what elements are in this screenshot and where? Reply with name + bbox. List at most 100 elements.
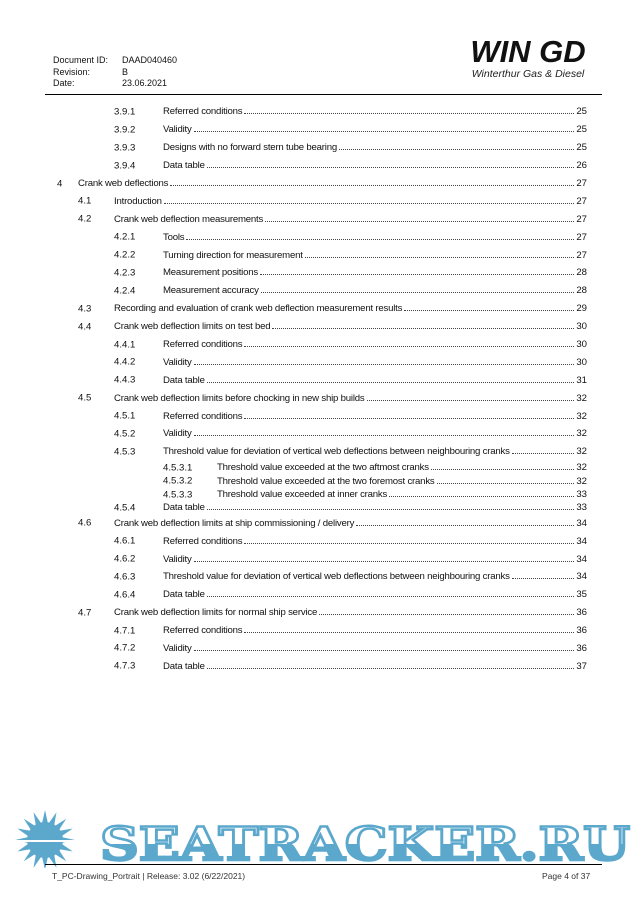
- toc-entry[interactable]: 4.6.2 Validity 34: [0, 550, 642, 568]
- toc-page: 31: [576, 374, 587, 386]
- footer-divider: [45, 864, 602, 865]
- toc-entry-text: Crank web deflection limits at ship comm…: [114, 518, 587, 529]
- logo-tagline: Winterthur Gas & Diesel: [471, 68, 585, 80]
- document-id: DAAD040460: [122, 55, 178, 65]
- toc-number: 4.4.1: [114, 339, 136, 351]
- toc-entry-text: Data table 37: [163, 661, 587, 672]
- toc-entry[interactable]: 4.4.2 Validity 30: [0, 353, 642, 371]
- toc-number: 4.3: [78, 303, 92, 315]
- toc-entry[interactable]: 4.7.1 Referred conditions 36: [0, 622, 642, 640]
- toc-entry[interactable]: 4 Crank web deflections 27: [0, 175, 642, 193]
- toc-entry[interactable]: 4.5.3 Threshold value for deviation of v…: [0, 443, 642, 461]
- toc-entry-text: Crank web deflections 27: [78, 178, 587, 189]
- toc-entry[interactable]: 4.5 Crank web deflection limits before c…: [0, 389, 642, 407]
- toc-entry-text: Tools 27: [163, 232, 587, 243]
- sun-ray: [17, 828, 32, 837]
- toc-entry[interactable]: 4.6.4 Data table 35: [0, 586, 642, 604]
- sun-ray: [23, 818, 37, 832]
- sun-ray: [41, 855, 49, 868]
- toc-entry-text: Crank web deflection limits for normal s…: [114, 607, 587, 618]
- toc-entry[interactable]: 4.5.3.1 Threshold value exceeded at the …: [0, 461, 642, 475]
- toc-number: 4.2.3: [114, 267, 136, 279]
- toc-page: 37: [576, 660, 587, 672]
- sun-ray: [23, 848, 37, 862]
- toc-entry-text: Threshold value for deviation of vertica…: [163, 446, 587, 457]
- toc-entry[interactable]: 4.2.3 Measurement positions 28: [0, 264, 642, 282]
- toc-page: 25: [576, 106, 587, 118]
- toc-leader: [430, 469, 575, 471]
- toc-entry[interactable]: 4.2 Crank web deflection measurements 27: [0, 210, 642, 228]
- toc-entry-text: Referred conditions 32: [163, 411, 587, 422]
- toc-title: Data table: [163, 589, 205, 601]
- toc-entry[interactable]: 4.5.1 Referred conditions 32: [0, 407, 642, 425]
- toc-title: Validity: [163, 428, 192, 440]
- toc-entry-text: Validity 30: [163, 357, 587, 368]
- toc-entry[interactable]: 3.9.3 Designs with no forward stern tube…: [0, 139, 642, 157]
- toc-leader: [193, 560, 575, 562]
- toc-entry[interactable]: 4.7.3 Data table 37: [0, 657, 642, 675]
- toc-number: 4.4.3: [114, 374, 136, 386]
- toc-entry-text: Data table 31: [163, 375, 587, 386]
- toc-page: 26: [576, 160, 587, 172]
- sun-ray: [53, 848, 67, 862]
- toc-page: 33: [576, 502, 587, 514]
- toc-title: Referred conditions: [163, 410, 243, 422]
- toc-entry[interactable]: 4.2.1 Tools 27: [0, 228, 642, 246]
- toc-entry[interactable]: 4.4.3 Data table 31: [0, 371, 642, 389]
- toc-number: 4.6.3: [114, 571, 136, 583]
- sun-ray: [41, 810, 49, 825]
- toc-entry[interactable]: 4.5.2 Validity 32: [0, 425, 642, 443]
- toc-entry[interactable]: 4.5.3.3 Threshold value exceeded at inne…: [0, 488, 642, 502]
- toc-title: Data table: [163, 502, 205, 514]
- toc-title: Recording and evaluation of crank web de…: [114, 303, 403, 315]
- toc-entry[interactable]: 4.1 Introduction 27: [0, 192, 642, 210]
- watermark-text: SEATRACKER.RU: [100, 817, 630, 868]
- toc-entry[interactable]: 4.4 Crank web deflection limits on test …: [0, 318, 642, 336]
- toc-number: 4.7.2: [114, 642, 136, 654]
- toc-entry[interactable]: 4.7 Crank web deflection limits for norm…: [0, 604, 642, 622]
- toc-number: 4.5: [78, 392, 92, 404]
- toc-entry[interactable]: 4.6.1 Referred conditions 34: [0, 532, 642, 550]
- toc-title: Threshold value exceeded at the two fore…: [217, 475, 435, 487]
- toc-entry-text: Threshold value for deviation of vertica…: [163, 571, 587, 582]
- toc-entry[interactable]: 4.6 Crank web deflection limits at ship …: [0, 514, 642, 532]
- toc-title: Data table: [163, 374, 205, 386]
- toc-title: Validity: [163, 553, 192, 565]
- toc-entry[interactable]: 3.9.2 Validity 25: [0, 121, 642, 139]
- table-of-contents: 3.9.1 Referred conditions 25 3.9.2 Validit…: [0, 103, 642, 675]
- toc-page: 27: [576, 195, 587, 207]
- toc-entry[interactable]: 3.9.1 Referred conditions 25: [0, 103, 642, 121]
- toc-page: 34: [576, 571, 587, 583]
- toc-page: 32: [576, 428, 587, 440]
- toc-page: 30: [576, 321, 587, 333]
- toc-entry[interactable]: 4.5.4 Data table 33: [0, 501, 642, 514]
- wingd-logo: WIN GD Winterthur Gas & Diesel: [458, 36, 598, 81]
- toc-entry[interactable]: 4.2.2 Turning direction for measurement 2…: [0, 246, 642, 264]
- toc-entry[interactable]: 4.7.2 Validity 36: [0, 640, 642, 658]
- toc-entry[interactable]: 4.6.3 Threshold value for deviation of v…: [0, 568, 642, 586]
- toc-number: 4.6: [78, 517, 92, 529]
- toc-leader: [193, 363, 575, 365]
- toc-entry[interactable]: 3.9.4 Data table 26: [0, 157, 642, 175]
- toc-entry[interactable]: 4.2.4 Measurement accuracy 28: [0, 282, 642, 300]
- toc-entry-text: Data table 35: [163, 589, 587, 600]
- document-id-label: Document ID:: [53, 55, 109, 65]
- toc-leader: [366, 399, 575, 401]
- toc-leader: [244, 113, 575, 115]
- toc-page: 32: [576, 462, 587, 474]
- toc-page: 34: [576, 517, 587, 529]
- toc-entry-text: Validity 34: [163, 554, 587, 565]
- toc-page: 34: [576, 535, 587, 547]
- toc-leader: [193, 131, 575, 133]
- sun-ray: [58, 843, 73, 852]
- toc-entry[interactable]: 4.3 Recording and evaluation of crank we…: [0, 300, 642, 318]
- toc-leader: [511, 453, 575, 455]
- toc-number: 4.6.4: [114, 589, 136, 601]
- toc-entry-text: Referred conditions 36: [163, 625, 587, 636]
- toc-page: 34: [576, 553, 587, 565]
- toc-entry[interactable]: 4.4.1 Referred conditions 30: [0, 336, 642, 354]
- toc-entry-text: Crank web deflection limits on test bed 3…: [114, 321, 587, 332]
- toc-leader: [244, 542, 575, 544]
- toc-entry[interactable]: 4.5.3.2 Threshold value exceeded at the …: [0, 474, 642, 488]
- toc-entry-text: Recording and evaluation of crank web de…: [114, 303, 587, 314]
